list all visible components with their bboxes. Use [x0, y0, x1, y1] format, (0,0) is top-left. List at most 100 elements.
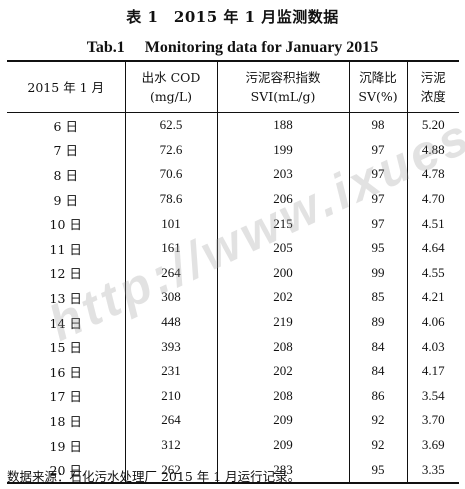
cell-day: 13 日 [49, 290, 82, 306]
cell-cod: 264 [124, 408, 217, 433]
cell-sv: 97 [348, 137, 407, 163]
cell-cod: 448 [124, 309, 217, 335]
header-concentration: 污泥 浓度 [406, 61, 459, 113]
cell-day: 19 日 [49, 438, 82, 454]
table-row: 14 日 448 219 89 4.06 [7, 309, 459, 335]
cell-cod: 72.6 [124, 137, 217, 163]
cell-cod: 312 [124, 432, 217, 458]
cell-cod: 62.5 [124, 112, 217, 138]
cell-conc: 4.70 [406, 186, 459, 212]
table-row: 10 日 101 215 97 4.51 [7, 211, 459, 236]
table-row: 17 日 210 208 86 3.54 [7, 383, 459, 409]
cell-sv: 92 [348, 408, 407, 433]
cell-cod: 262 [124, 457, 217, 483]
cell-svi: 202 [216, 358, 349, 384]
cell-svi: 283 [216, 457, 349, 483]
cell-svi: 200 [216, 260, 349, 286]
table-row: 13 日 308 202 85 4.21 [7, 285, 459, 310]
table-body: 6 日 62.5 188 98 5.20 7 日 72.6 199 97 4.88 8 日 70.6 2… [7, 112, 459, 483]
cell-sv: 95 [348, 457, 407, 483]
cell-sv: 92 [348, 432, 407, 458]
cell-cod: 161 [124, 235, 217, 261]
header-cod: 出水 COD (mg/L) [124, 61, 217, 113]
cell-svi: 205 [216, 235, 349, 261]
cell-sv: 89 [348, 309, 407, 335]
table-row: 6 日 62.5 188 98 5.20 [7, 112, 459, 138]
cell-svi: 188 [216, 112, 349, 138]
table-row: 16 日 231 202 84 4.17 [7, 358, 459, 384]
header-sv: 沉降比 SV(%) [348, 61, 407, 113]
cell-cod: 393 [124, 334, 217, 359]
cell-svi: 203 [216, 162, 349, 187]
cell-sv: 98 [348, 112, 407, 138]
table-row: 20 日 262 283 95 3.35 [7, 457, 459, 483]
table-title-cn: 表 1 2015 年 1 月监测数据 [126, 8, 339, 26]
table-row: 8 日 70.6 203 97 4.78 [7, 162, 459, 187]
cell-conc: 3.69 [406, 432, 459, 458]
cell-sv: 86 [348, 383, 407, 409]
cell-conc: 4.64 [406, 235, 459, 261]
cell-sv: 99 [348, 260, 407, 286]
cell-day: 11 日 [49, 241, 82, 257]
table-row: 18 日 264 209 92 3.70 [7, 408, 459, 433]
cell-day: 7 日 [53, 143, 78, 159]
cell-sv: 85 [348, 285, 407, 310]
table-row: 15 日 393 208 84 4.03 [7, 334, 459, 359]
cell-svi: 215 [216, 211, 349, 236]
cell-conc: 3.54 [406, 383, 459, 409]
cell-cod: 101 [124, 211, 217, 236]
cell-sv: 97 [348, 211, 407, 236]
cell-cod: 78.6 [124, 186, 217, 212]
table-title-en: Tab.1 Monitoring data for January 2015 [86, 39, 379, 56]
cell-conc: 3.70 [406, 408, 459, 433]
cell-day: 12 日 [49, 266, 82, 282]
table-row: 9 日 78.6 206 97 4.70 [7, 186, 459, 212]
cell-conc: 5.20 [406, 112, 459, 138]
cell-conc: 4.88 [406, 137, 459, 163]
cell-day: 6 日 [53, 118, 78, 134]
cell-conc: 4.17 [406, 358, 459, 384]
cell-sv: 97 [348, 186, 407, 212]
monitoring-data-table: 2015 年 1 月 出水 COD (mg/L) 污泥容积指数 SVI(mL/g) … [7, 60, 459, 484]
source-note: 数据来源：石化污水处理厂 2015 年 1 月运行记录。 [7, 469, 301, 484]
cell-cod: 70.6 [124, 162, 217, 187]
cell-svi: 219 [216, 309, 349, 335]
cell-conc: 4.03 [406, 334, 459, 359]
cell-svi: 209 [216, 432, 349, 458]
header-month: 2015 年 1 月 [27, 79, 105, 95]
header-row: 2015 年 1 月 出水 COD (mg/L) 污泥容积指数 SVI(mL/g) … [7, 61, 459, 113]
cell-svi: 206 [216, 186, 349, 212]
cell-sv: 84 [348, 334, 407, 359]
cell-conc: 4.55 [406, 260, 459, 286]
cell-svi: 199 [216, 137, 349, 163]
cell-cod: 308 [124, 285, 217, 310]
cell-conc: 4.21 [406, 285, 459, 310]
cell-day: 16 日 [49, 364, 82, 380]
header-svi: 污泥容积指数 SVI(mL/g) [216, 61, 349, 113]
cell-day: 9 日 [53, 192, 78, 208]
cell-svi: 209 [216, 408, 349, 433]
cell-cod: 231 [124, 358, 217, 384]
table-row: 11 日 161 205 95 4.64 [7, 235, 459, 261]
cell-conc: 3.35 [406, 457, 459, 483]
cell-conc: 4.78 [406, 162, 459, 187]
cell-day: 17 日 [49, 389, 82, 405]
cell-day: 14 日 [49, 315, 82, 331]
cell-sv: 84 [348, 358, 407, 384]
table-row: 7 日 72.6 199 97 4.88 [7, 137, 459, 163]
table-row: 12 日 264 200 99 4.55 [7, 260, 459, 286]
cell-cod: 264 [124, 260, 217, 286]
cell-day: 20 日 [49, 463, 82, 479]
cell-day: 10 日 [49, 217, 82, 233]
table-row: 19 日 312 209 92 3.69 [7, 432, 459, 458]
cell-svi: 202 [216, 285, 349, 310]
cell-sv: 95 [348, 235, 407, 261]
cell-svi: 208 [216, 383, 349, 409]
cell-day: 18 日 [49, 413, 82, 429]
cell-conc: 4.06 [406, 309, 459, 335]
cell-day: 8 日 [53, 167, 78, 183]
cell-sv: 97 [348, 162, 407, 187]
cell-conc: 4.51 [406, 211, 459, 236]
cell-svi: 208 [216, 334, 349, 359]
cell-cod: 210 [124, 383, 217, 409]
